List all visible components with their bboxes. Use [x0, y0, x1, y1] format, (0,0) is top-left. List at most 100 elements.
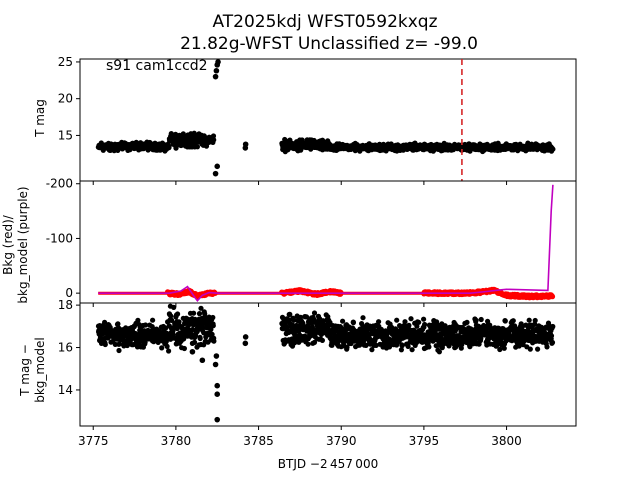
data-point [409, 347, 415, 353]
y-tick-label: 15 [58, 128, 73, 142]
data-point [186, 322, 192, 328]
data-point [115, 321, 121, 327]
data-point [442, 323, 448, 329]
data-point [325, 323, 331, 329]
axes-frame-top [79, 58, 577, 182]
data-point [394, 317, 400, 323]
x-axis-label: BTJD −2 457 000 [278, 457, 378, 471]
data-point [169, 317, 175, 323]
title-line-1: AT2025kdj WFST0592kxqz [212, 12, 437, 32]
data-point [497, 346, 503, 353]
plot-area-middle [98, 184, 556, 303]
data-point [464, 319, 470, 325]
data-point [211, 137, 217, 143]
scatter-band-1 [166, 130, 217, 151]
data-point [548, 333, 555, 339]
data-point [373, 342, 379, 348]
data-point [142, 339, 148, 345]
data-point [532, 317, 538, 324]
outlier-point [212, 170, 219, 177]
outlier-point [212, 73, 219, 80]
data-point [210, 314, 216, 321]
outlier-point [214, 382, 221, 389]
data-point [478, 336, 484, 342]
data-point [416, 319, 422, 325]
outlier-point [199, 357, 206, 364]
data-point [210, 323, 216, 329]
data-point [549, 339, 556, 346]
outlier-point [214, 416, 221, 423]
outlier-point [242, 141, 249, 148]
data-point [303, 314, 310, 320]
data-point [422, 321, 428, 328]
data-point [305, 341, 311, 347]
y-tick-label: -200 [46, 177, 73, 191]
data-point [501, 345, 507, 351]
data-point [287, 311, 293, 317]
scatter-band-0 [95, 317, 172, 354]
y-axis-label: bkg_model (purple) [16, 186, 30, 303]
data-point [319, 337, 325, 343]
data-point [408, 316, 414, 322]
data-point [535, 346, 541, 352]
outlier-point [242, 340, 249, 347]
data-point [414, 323, 420, 329]
data-point [181, 345, 187, 352]
x-tick-label: 3785 [243, 434, 274, 448]
data-point [197, 335, 203, 342]
data-point [208, 326, 214, 332]
data-point [344, 344, 350, 350]
data-point [102, 319, 108, 325]
y-tick-label: 18 [58, 298, 73, 312]
data-point [176, 319, 182, 325]
data-point [473, 317, 479, 323]
data-point [376, 319, 382, 325]
data-point [405, 343, 411, 349]
panel-top: 15 20 25 T mag [33, 55, 577, 185]
data-point [399, 343, 405, 349]
scatter-band-0 [95, 139, 172, 154]
data-point [191, 310, 197, 316]
data-point [398, 347, 404, 353]
data-point [116, 341, 122, 347]
outlier-point [214, 163, 221, 170]
y-tick-label: 25 [58, 55, 73, 69]
outlier-point [213, 67, 220, 74]
panel-bottom: 14 16 18 T mag − bkg_model 3775 3780 3785 3790 37… [18, 298, 577, 448]
data-point [142, 322, 149, 328]
data-point [510, 318, 516, 324]
data-point [159, 345, 165, 351]
x-tick-label: 3790 [326, 434, 357, 448]
outlier-point [189, 348, 196, 355]
data-point [173, 144, 179, 150]
annotation-label: s91 cam1ccd2 [106, 58, 208, 74]
outlier-point [212, 361, 219, 368]
data-point [406, 322, 412, 328]
axes-frame-bottom [79, 302, 577, 427]
y-tick-label: -100 [46, 231, 73, 245]
data-point [340, 318, 346, 324]
data-point [210, 133, 217, 139]
data-point [426, 344, 432, 350]
scatter-band-3 [327, 140, 556, 155]
axes-frame-middle [79, 180, 577, 304]
bkg-model-line [98, 184, 554, 303]
data-point [166, 348, 172, 354]
plot-area-top [95, 59, 556, 181]
x-tick-label: 3800 [491, 434, 522, 448]
data-point [421, 316, 427, 322]
data-point [526, 317, 532, 323]
data-point [360, 315, 366, 321]
y-tick-label: 20 [58, 92, 73, 106]
data-point [168, 313, 174, 319]
data-point [550, 146, 556, 152]
y-tick-label: 14 [58, 383, 73, 397]
outlier-point [213, 353, 220, 359]
data-point [192, 339, 198, 345]
data-point [135, 317, 141, 323]
data-point [527, 346, 533, 352]
data-point [478, 316, 484, 323]
data-point [402, 319, 408, 325]
outlier-point [214, 391, 221, 397]
